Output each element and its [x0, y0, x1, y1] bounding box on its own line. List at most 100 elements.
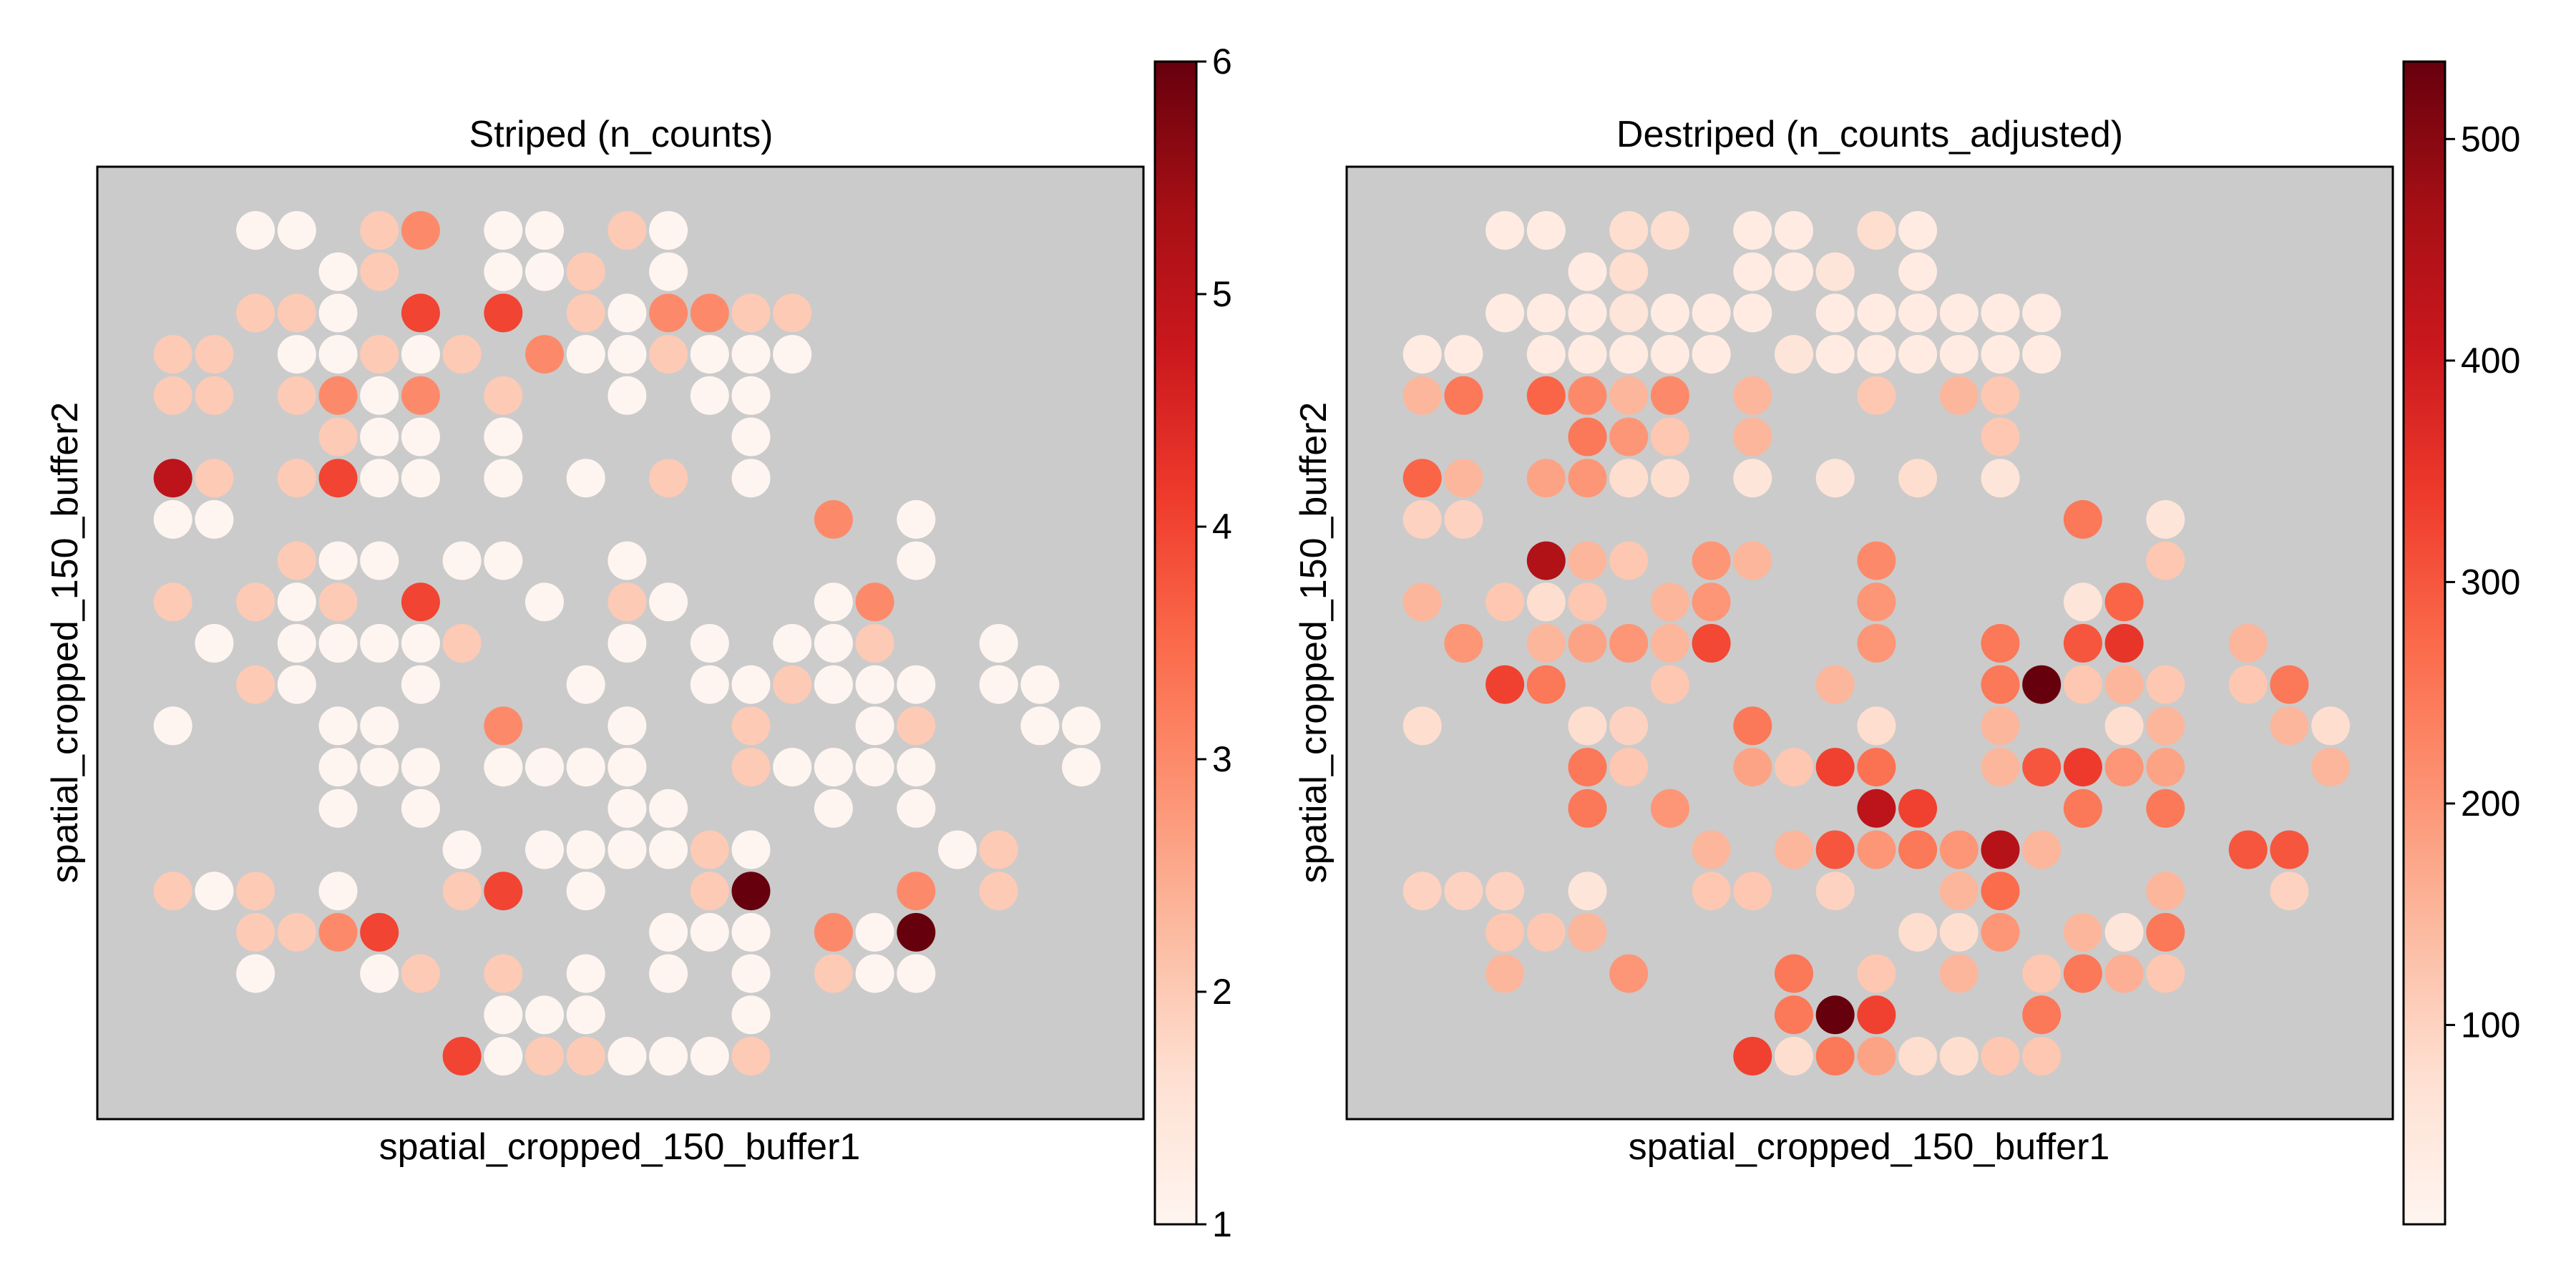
spot — [236, 954, 275, 993]
spot — [855, 954, 894, 993]
spot — [608, 789, 647, 828]
spot — [731, 706, 771, 746]
spot — [608, 1037, 647, 1075]
spot — [608, 541, 647, 580]
spot — [360, 624, 399, 663]
spot — [731, 872, 771, 911]
spot — [1692, 335, 1731, 374]
spot — [1857, 954, 1896, 993]
spot — [442, 541, 482, 580]
spot — [1062, 748, 1101, 787]
spot — [1650, 789, 1689, 828]
spot — [1402, 499, 1442, 539]
spot — [1609, 954, 1649, 993]
spot — [1444, 376, 1483, 415]
spot — [1526, 582, 1566, 622]
spot — [1939, 335, 1979, 374]
spot — [195, 872, 234, 911]
spot — [1733, 459, 1772, 498]
spot — [1815, 830, 1855, 869]
spot — [608, 293, 647, 333]
spot — [1609, 541, 1649, 580]
spot — [153, 706, 192, 746]
spot — [1526, 376, 1566, 415]
spot — [938, 830, 977, 869]
spot — [360, 211, 399, 250]
spot — [318, 417, 358, 457]
spot — [731, 293, 771, 333]
spot — [2022, 748, 2062, 787]
colorbar-tick-label: 100 — [2461, 1005, 2520, 1045]
chart-title: Striped (n_counts) — [469, 114, 774, 155]
spot — [1775, 252, 1813, 291]
spot — [360, 912, 399, 952]
spot — [1981, 293, 2020, 333]
spot — [236, 293, 275, 333]
spots-layer — [153, 211, 1101, 1075]
spot — [731, 376, 771, 415]
panel-destriped: Destriped (n_counts_adjusted) spatial_cr… — [1293, 60, 2520, 1226]
spot — [2063, 582, 2102, 622]
spot — [1568, 582, 1607, 622]
spot — [814, 499, 853, 539]
spot — [1857, 376, 1896, 415]
spot — [1898, 252, 1938, 291]
spot — [1939, 830, 1979, 869]
spot — [2063, 789, 2102, 828]
spot — [236, 211, 275, 250]
spot — [525, 211, 564, 250]
spot — [1485, 582, 1525, 622]
spot — [608, 376, 647, 415]
spot — [690, 830, 729, 869]
spot — [1609, 624, 1649, 663]
spot — [731, 912, 771, 952]
spot — [360, 417, 399, 457]
spot — [566, 335, 605, 374]
spot — [318, 335, 358, 374]
spot — [814, 954, 853, 993]
spot — [484, 954, 523, 993]
spot — [360, 541, 399, 580]
spot — [1981, 417, 2020, 457]
spot — [1939, 872, 1979, 911]
spot — [484, 1037, 523, 1075]
spot — [979, 872, 1018, 911]
spot — [690, 912, 729, 952]
spot — [855, 582, 894, 622]
spot — [1857, 293, 1896, 333]
spot — [195, 499, 234, 539]
spot — [1650, 665, 1689, 704]
spot — [897, 872, 936, 911]
spot — [236, 872, 275, 911]
spot — [1898, 293, 1938, 333]
spot — [401, 748, 440, 787]
colorbar-tick-label: 300 — [2461, 562, 2520, 602]
spot — [195, 335, 234, 374]
spot — [2228, 830, 2268, 869]
spot — [484, 459, 523, 498]
spot — [1568, 459, 1607, 498]
spot — [1981, 748, 2020, 787]
spot — [1775, 995, 1813, 1035]
spot — [1650, 624, 1689, 663]
spot — [1857, 624, 1896, 663]
spot — [2146, 665, 2185, 704]
spot — [401, 954, 440, 993]
spot — [1981, 376, 2020, 415]
spot — [1733, 252, 1772, 291]
spot — [731, 1037, 771, 1075]
spot — [236, 912, 275, 952]
spot — [525, 748, 564, 787]
spot — [649, 335, 688, 374]
spot — [2228, 624, 2268, 663]
spot — [1526, 665, 1566, 704]
spot — [608, 624, 647, 663]
spot — [360, 459, 399, 498]
spot — [566, 252, 605, 291]
spot — [1939, 376, 1979, 415]
colorbar — [2402, 60, 2446, 1226]
spot — [1733, 376, 1772, 415]
spot — [442, 830, 482, 869]
spot — [318, 376, 358, 415]
spot — [484, 211, 523, 250]
